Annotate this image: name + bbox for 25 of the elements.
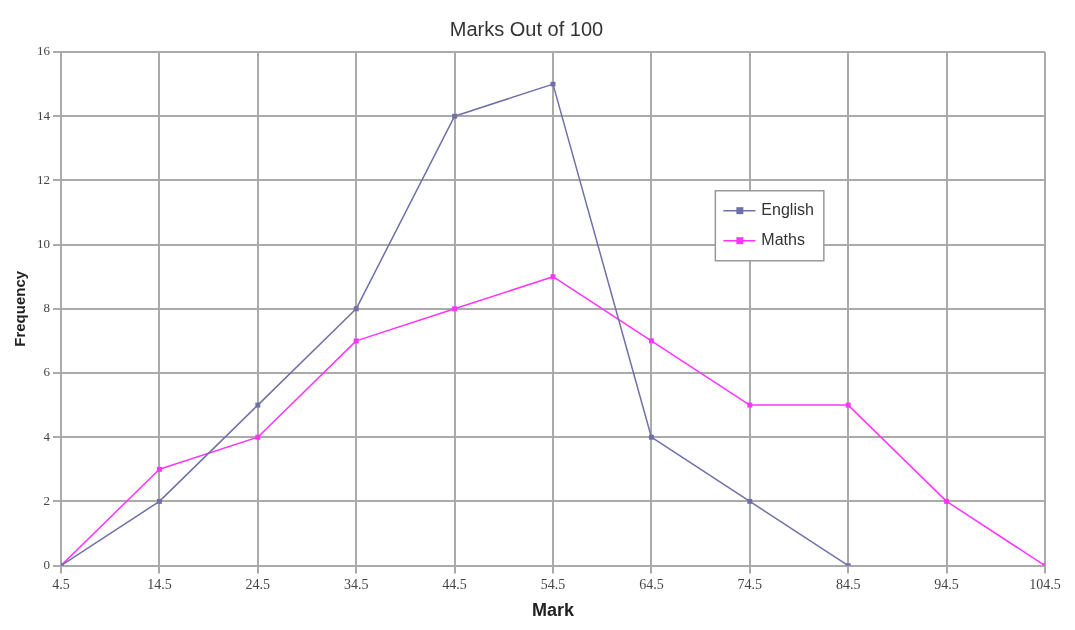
- y-tick-label: 4: [43, 428, 51, 444]
- y-tick-label: 16: [37, 43, 51, 59]
- x-tick-label: 4.5: [52, 576, 70, 592]
- x-tick-label: 24.5: [245, 576, 271, 592]
- y-tick-label: 0: [43, 557, 50, 573]
- x-tick-label: 44.5: [442, 576, 467, 592]
- x-tick-label: 34.5: [343, 576, 369, 592]
- y-tick-label: 8: [43, 300, 50, 316]
- legend-label: Maths: [761, 231, 805, 249]
- x-tick-label: 94.5: [934, 576, 959, 592]
- legend-label: English: [761, 201, 814, 219]
- x-tick-label: 54.5: [540, 576, 566, 592]
- chart-title: Marks Out of 100: [449, 17, 604, 40]
- y-tick-label: 12: [37, 171, 50, 187]
- x-axis-title: Mark: [531, 600, 575, 621]
- x-tick-label: 14.5: [147, 576, 172, 592]
- x-tick-label: 74.5: [737, 576, 763, 592]
- y-tick-label: 6: [43, 364, 51, 380]
- x-tick-label: 84.5: [835, 576, 861, 592]
- x-tick-label: 104.5: [1029, 576, 1061, 592]
- y-axis-title: Frequency: [11, 270, 29, 347]
- y-tick-label: 2: [43, 492, 50, 508]
- y-tick-label: 14: [37, 107, 51, 123]
- x-tick-label: 64.5: [639, 576, 664, 592]
- y-tick-label: 10: [37, 236, 50, 252]
